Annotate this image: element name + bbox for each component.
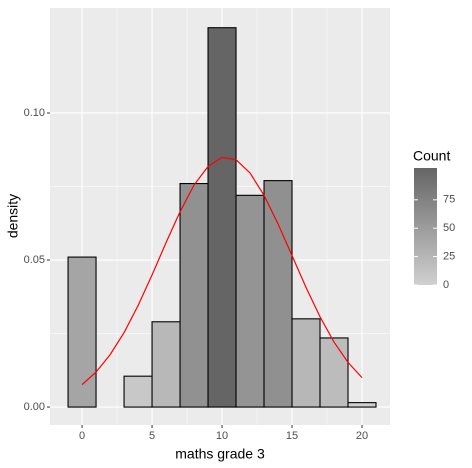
x-tick-label: 5 bbox=[149, 430, 155, 442]
x-tick-label: 10 bbox=[216, 430, 228, 442]
legend-tick-label: 0 bbox=[443, 279, 449, 291]
y-tick-label: 0.10 bbox=[24, 107, 45, 119]
bar bbox=[207, 27, 237, 408]
bar bbox=[151, 321, 181, 408]
bar bbox=[263, 180, 293, 408]
bar bbox=[179, 183, 209, 408]
y-tick-label: 0.00 bbox=[24, 401, 45, 413]
x-tick-label: 15 bbox=[286, 430, 298, 442]
colorbar bbox=[414, 168, 437, 285]
bar bbox=[67, 256, 97, 408]
y-tick-label: 0.05 bbox=[24, 254, 45, 266]
bar bbox=[123, 375, 153, 408]
bar bbox=[319, 337, 349, 408]
legend-tick-label: 25 bbox=[443, 251, 455, 263]
bar bbox=[291, 318, 321, 408]
bar bbox=[347, 402, 377, 408]
x-tick-label: 20 bbox=[356, 430, 368, 442]
bar bbox=[235, 194, 265, 408]
x-axis-title: maths grade 3 bbox=[175, 446, 265, 462]
x-tick-label: 0 bbox=[79, 430, 85, 442]
y-axis-title: density bbox=[5, 194, 21, 238]
legend-tick-label: 50 bbox=[443, 222, 455, 234]
legend-tick-label: 75 bbox=[443, 194, 455, 206]
density-curve bbox=[81, 156, 363, 386]
legend-title: Count bbox=[413, 148, 450, 164]
